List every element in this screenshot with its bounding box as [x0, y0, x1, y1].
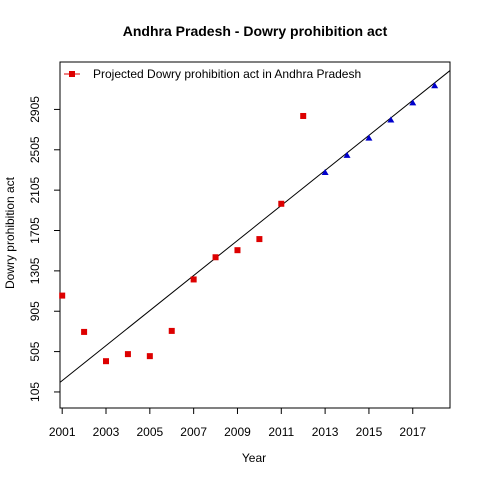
data-point-projected — [409, 99, 417, 106]
x-tick-label: 2007 — [180, 425, 207, 439]
x-tick-label: 2015 — [356, 425, 383, 439]
legend-label: Projected Dowry prohibition act in Andhr… — [93, 67, 361, 81]
data-point-observed — [146, 353, 153, 360]
x-axis: 2001 2003 2005 2007 2009 2011 2013 2015 2017 — [49, 408, 426, 439]
plot-frame — [59, 61, 451, 409]
trend-line — [59, 70, 451, 383]
data-point-observed — [256, 236, 263, 243]
data-point-projected — [431, 82, 439, 89]
x-tick-label: 2001 — [49, 425, 76, 439]
data-point-projected — [321, 168, 329, 175]
y-tick-label: 2105 — [28, 176, 42, 203]
x-tick-label: 2011 — [268, 425, 294, 439]
legend: Projected Dowry prohibition act in Andhr… — [64, 67, 361, 81]
data-point-observed — [212, 254, 219, 261]
x-axis-label: Year — [242, 451, 266, 465]
data-point-observed — [81, 328, 88, 335]
y-tick-label: 2905 — [28, 96, 42, 123]
trend-line-segment — [59, 70, 451, 383]
x-tick-label: 2005 — [136, 425, 163, 439]
y-axis: 105 505 905 1305 1705 2105 2505 2905 — [28, 96, 60, 402]
data-point-observed — [59, 292, 66, 299]
data-points — [59, 82, 439, 365]
data-point-projected — [343, 151, 351, 158]
y-tick-label: 505 — [28, 341, 42, 361]
x-tick-label: 2003 — [93, 425, 120, 439]
legend-square-marker — [69, 71, 75, 77]
data-point-observed — [124, 351, 131, 358]
y-tick-label: 2505 — [28, 136, 42, 163]
y-tick-label: 905 — [28, 301, 42, 321]
y-tick-label: 1705 — [28, 217, 42, 244]
chart-title: Andhra Pradesh - Dowry prohibition act — [123, 23, 388, 39]
y-axis-label: Dowry prohibition act — [3, 176, 17, 289]
data-point-observed — [234, 247, 241, 254]
data-point-observed — [300, 112, 307, 119]
x-tick-label: 2013 — [312, 425, 339, 439]
data-point-projected — [387, 116, 395, 123]
data-point-observed — [278, 200, 285, 207]
x-tick-label: 2017 — [399, 425, 426, 439]
x-tick-label: 2009 — [224, 425, 251, 439]
y-tick-label: 1305 — [28, 257, 42, 284]
data-point-projected — [365, 134, 373, 141]
data-point-observed — [103, 358, 110, 365]
data-point-observed — [190, 276, 197, 283]
y-tick-label: 105 — [28, 382, 42, 402]
data-point-observed — [168, 327, 175, 334]
